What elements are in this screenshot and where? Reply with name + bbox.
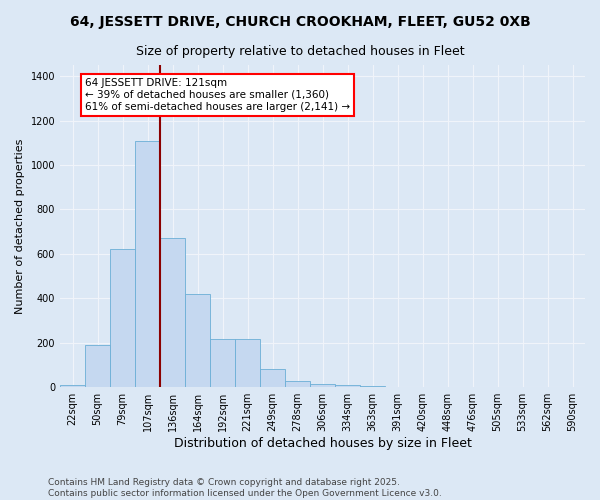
Bar [160, 238, 185, 387]
Text: Size of property relative to detached houses in Fleet: Size of property relative to detached ho… [136, 45, 464, 58]
Bar [185, 294, 210, 387]
Text: Contains HM Land Registry data © Crown copyright and database right 2025.
Contai: Contains HM Land Registry data © Crown c… [48, 478, 442, 498]
Bar [135, 140, 160, 387]
Bar [335, 385, 360, 387]
Text: 64 JESSETT DRIVE: 121sqm
← 39% of detached houses are smaller (1,360)
61% of sem: 64 JESSETT DRIVE: 121sqm ← 39% of detach… [85, 78, 350, 112]
Bar [210, 340, 235, 387]
Y-axis label: Number of detached properties: Number of detached properties [15, 138, 25, 314]
Bar [285, 380, 310, 387]
Bar [310, 384, 335, 387]
Bar [60, 385, 85, 387]
Bar [235, 340, 260, 387]
Bar [85, 345, 110, 387]
Bar [360, 386, 385, 387]
Bar [260, 370, 285, 387]
Bar [110, 250, 135, 387]
Text: 64, JESSETT DRIVE, CHURCH CROOKHAM, FLEET, GU52 0XB: 64, JESSETT DRIVE, CHURCH CROOKHAM, FLEE… [70, 15, 530, 29]
X-axis label: Distribution of detached houses by size in Fleet: Distribution of detached houses by size … [173, 437, 472, 450]
